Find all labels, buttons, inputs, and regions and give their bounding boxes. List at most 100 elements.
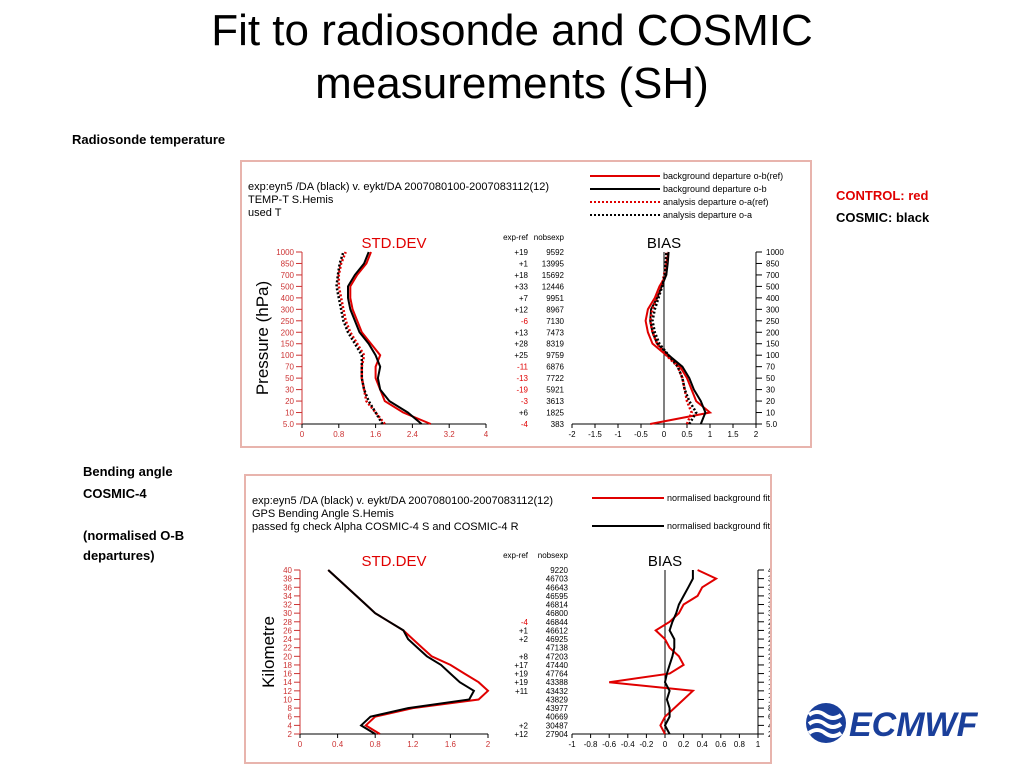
left-level-label: 50 xyxy=(285,374,294,383)
nobsexp-value: 15692 xyxy=(542,271,565,280)
nobsexp-value: 43829 xyxy=(546,695,569,704)
std-dev-x-tick-label: 0.8 xyxy=(370,740,382,749)
exp-ref-value: +25 xyxy=(514,351,528,360)
std-dev-x-tick-label: 1.6 xyxy=(370,430,382,439)
right-level-label: 10 xyxy=(768,695,770,704)
nobsexp-value: 46814 xyxy=(546,601,569,610)
bias-x-tick-label: 0.6 xyxy=(715,740,727,749)
ecmwf-wave-icon xyxy=(806,703,846,743)
left-level-label: 2 xyxy=(288,730,293,739)
exp-ref-value: -3 xyxy=(521,397,529,406)
right-level-label: 12 xyxy=(768,687,770,696)
right-level-label: 400 xyxy=(766,294,780,303)
exp-ref-value: +2 xyxy=(519,635,529,644)
chart-header-line: GPS Bending Angle S.Hemis xyxy=(252,508,394,520)
exp-ref-value: -6 xyxy=(521,317,529,326)
std-dev-x-tick-label: 2.4 xyxy=(407,430,419,439)
std-dev-series-line xyxy=(337,251,386,425)
left-level-label: 850 xyxy=(281,259,295,268)
nobsexp-value: 7722 xyxy=(546,374,564,383)
std-dev-x-tick-label: 3.2 xyxy=(444,430,456,439)
bias-x-tick-label: -1.5 xyxy=(588,430,602,439)
nobsexp-value: 40669 xyxy=(546,713,569,722)
exp-ref-value: -4 xyxy=(521,420,529,429)
bias-x-tick-label: 0 xyxy=(663,740,668,749)
std-dev-series-line xyxy=(349,251,432,425)
nobsexp-value: 47764 xyxy=(546,670,569,679)
exp-ref-value: +1 xyxy=(519,626,529,635)
right-level-label: 2 xyxy=(768,730,770,739)
control-label: CONTROL: red xyxy=(836,188,929,203)
exp-ref-value: +19 xyxy=(514,678,528,687)
left-level-label: 40 xyxy=(283,566,292,575)
bias-series-line xyxy=(663,570,694,735)
left-level-label: 150 xyxy=(281,340,295,349)
nobsexp-value: 9220 xyxy=(550,566,568,575)
left-level-label: 4 xyxy=(288,721,293,730)
left-level-label: 100 xyxy=(281,351,295,360)
right-level-label: 50 xyxy=(766,374,775,383)
std-dev-series-line xyxy=(327,569,476,735)
std-dev-series-line xyxy=(347,251,423,425)
exp-ref-header: exp-ref xyxy=(503,551,529,560)
right-level-label: 28 xyxy=(768,618,770,627)
nobsexp-value: 8319 xyxy=(546,340,564,349)
exp-ref-value: +7 xyxy=(519,294,529,303)
left-level-label: 20 xyxy=(283,652,292,661)
right-level-label: 16 xyxy=(768,670,770,679)
nobsexp-header: nobsexp xyxy=(534,233,565,242)
bias-x-tick-label: 0.5 xyxy=(681,430,693,439)
std-dev-x-tick-label: 4 xyxy=(484,430,489,439)
bias-series-line xyxy=(648,252,693,425)
nobsexp-value: 46595 xyxy=(546,592,569,601)
y-axis-label: Kilometre xyxy=(259,616,278,688)
radiosonde-panel: exp:eyn5 /DA (black) v. eykt/DA 20070801… xyxy=(240,160,812,448)
bending-chart: exp:eyn5 /DA (black) v. eykt/DA 20070801… xyxy=(252,493,787,749)
bias-x-tick-label: -2 xyxy=(568,430,576,439)
exp-ref-value: +19 xyxy=(514,670,528,679)
nobsexp-value: 1825 xyxy=(546,409,564,418)
exp-ref-value: +8 xyxy=(519,652,529,661)
right-level-label: 1000 xyxy=(766,248,784,257)
nobsexp-value: 8967 xyxy=(546,305,564,314)
std-dev-x-tick-label: 2 xyxy=(486,740,491,749)
bias-x-tick-label: 2 xyxy=(754,430,759,439)
right-level-label: 5.0 xyxy=(766,420,778,429)
nobsexp-value: 12446 xyxy=(542,282,565,291)
nobsexp-value: 27904 xyxy=(546,730,569,739)
exp-ref-value: +12 xyxy=(514,730,528,739)
left-level-label: 28 xyxy=(283,618,292,627)
left-level-label: 26 xyxy=(283,626,292,635)
nobsexp-value: 47203 xyxy=(546,652,569,661)
bias-title: BIAS xyxy=(647,235,681,252)
right-level-label: 38 xyxy=(768,575,770,584)
nobsexp-value: 46612 xyxy=(546,626,569,635)
exp-ref-value: -4 xyxy=(521,618,529,627)
bias-x-tick-label: -0.8 xyxy=(584,740,598,749)
exp-ref-value: +17 xyxy=(514,661,528,670)
right-level-label: 26 xyxy=(768,626,770,635)
std-dev-x-tick-label: 0.4 xyxy=(332,740,344,749)
right-level-label: 70 xyxy=(766,363,775,372)
std-dev-title: STD.DEV xyxy=(361,235,426,252)
exp-ref-value: -19 xyxy=(516,386,528,395)
exp-ref-value: +13 xyxy=(514,328,528,337)
left-level-label: 500 xyxy=(281,282,295,291)
logo-text: ECMWF xyxy=(849,706,979,744)
std-dev-series-line xyxy=(327,569,490,735)
bias-x-tick-label: 1 xyxy=(756,740,761,749)
std-dev-x-tick-label: 1.6 xyxy=(445,740,457,749)
bias-title: BIAS xyxy=(648,553,682,570)
bias-x-tick-label: 0.4 xyxy=(697,740,709,749)
bias-x-tick-label: 1.5 xyxy=(727,430,739,439)
nobsexp-value: 30487 xyxy=(546,721,569,730)
nobsexp-value: 47440 xyxy=(546,661,569,670)
right-level-label: 32 xyxy=(768,601,770,610)
legend-entry: normalised background fit xyxy=(667,521,770,531)
exp-ref-value: +2 xyxy=(519,721,529,730)
exp-ref-value: +1 xyxy=(519,259,529,268)
nobsexp-value: 43977 xyxy=(546,704,569,713)
exp-ref-value: +12 xyxy=(514,305,528,314)
right-level-label: 40 xyxy=(768,566,770,575)
nobsexp-value: 9951 xyxy=(546,294,564,303)
